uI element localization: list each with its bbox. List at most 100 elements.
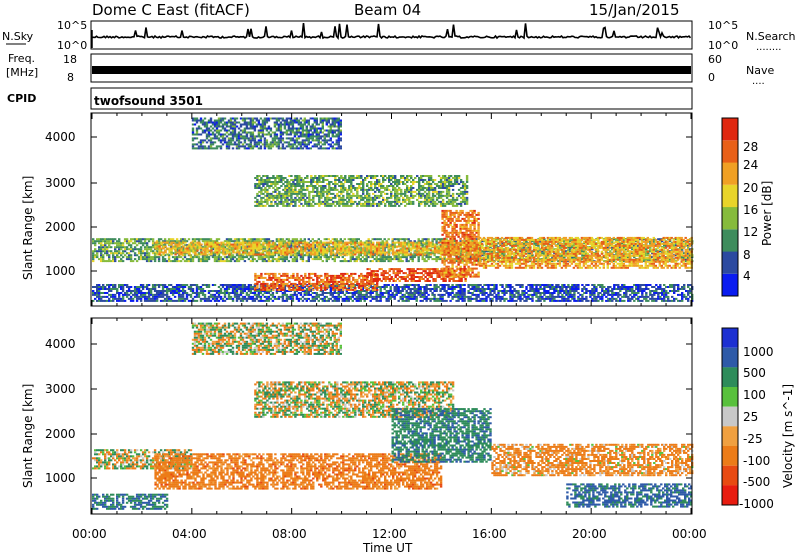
heatmap-cell-band-1 — [435, 284, 438, 286]
heatmap-cell-band-0 — [135, 244, 139, 247]
heatmap-cell-band-1 — [181, 293, 185, 296]
heatmap-cell-band-0 — [309, 240, 312, 243]
heatmap-cell-band-0 — [175, 242, 179, 245]
heatmap-cell-band-0 — [429, 248, 432, 251]
heatmap-cell-band-0 — [145, 254, 149, 257]
heatmap-cell-band-1 — [395, 284, 398, 286]
heatmap-cell-band-0 — [139, 246, 143, 249]
heatmap-cell-band-1 — [104, 286, 107, 288]
heatmap-cell-band-1 — [575, 290, 578, 292]
heatmap-cell-band-2 — [300, 249, 303, 252]
heatmap-cell-band-0 — [265, 240, 269, 243]
heatmap-cell-band-0 — [445, 246, 448, 249]
heatmap-cell-band-1 — [629, 299, 632, 302]
heatmap-cell-band-0 — [359, 240, 362, 243]
heatmap-cell-band-0 — [92, 258, 95, 261]
heatmap-cell-band-0 — [102, 248, 105, 251]
heatmap-cell-band-0 — [123, 246, 127, 249]
heatmap-cell-band-1 — [291, 297, 295, 300]
heatmap-cell-band-0 — [125, 258, 129, 261]
heatmap-cell-band-0 — [159, 238, 163, 241]
heatmap-cell-band-0 — [427, 252, 430, 255]
heatmap-cell-band-1 — [245, 299, 249, 302]
heatmap-cell-band-1 — [653, 293, 656, 296]
heatmap-cell-band-1 — [463, 290, 466, 292]
heatmap-cell-band-2 — [380, 253, 383, 256]
heatmap-cell-band-1 — [343, 293, 346, 296]
heatmap-cell-band-0 — [281, 258, 285, 261]
freq-left-top-tick: 18 — [63, 53, 77, 66]
heatmap-cell-band-2 — [244, 241, 247, 244]
heatmap-cell-band-0 — [120, 258, 123, 261]
heatmap-cell-band-1 — [315, 292, 318, 294]
heatmap-cell-band-0 — [233, 238, 237, 241]
heatmap-cell-band-1 — [601, 288, 604, 290]
heatmap-cell-band-2 — [418, 243, 421, 246]
heatmap-cell-band-0 — [191, 238, 195, 241]
heatmap-cell-band-0 — [199, 258, 203, 261]
heatmap-cell-band-0 — [383, 248, 386, 251]
heatmap-cell-band-1 — [293, 292, 297, 294]
heatmap-cell-band-0 — [163, 240, 167, 243]
heatmap-cell-band-1 — [383, 295, 386, 298]
heatmap-cell-band-0 — [279, 258, 283, 261]
heatmap-cell-band-0 — [459, 252, 462, 255]
heatmap-cell-band-1 — [405, 290, 408, 292]
heatmap-cell-band-0 — [237, 256, 241, 259]
heatmap-cell-band-0 — [127, 240, 131, 243]
heatmap-cell-band-2 — [298, 245, 301, 248]
heatmap-cell-band-0 — [245, 240, 249, 243]
heatmap-cell-band-0 — [129, 250, 133, 253]
heatmap-cell-band-1 — [153, 288, 157, 290]
heatmap-cell-band-0 — [401, 260, 404, 263]
heatmap-cell-band-0 — [251, 258, 255, 261]
heatmap-cell-band-0 — [265, 250, 269, 253]
heatmap-cell-band-0 — [383, 256, 386, 259]
heatmap-cell-band-1 — [299, 297, 303, 300]
heatmap-cell-band-2 — [394, 251, 397, 254]
heatmap-cell-band-0 — [231, 240, 235, 243]
heatmap-cell-band-1 — [599, 292, 602, 294]
heatmap-cell-band-0 — [371, 252, 374, 255]
heatmap-cell-band-0 — [147, 258, 151, 261]
heatmap-cell-band-2 — [194, 245, 197, 248]
heatmap-cell-band-0 — [235, 238, 239, 241]
heatmap-cell-band-0 — [102, 250, 105, 253]
heatmap-cell-band-2 — [362, 249, 365, 252]
heatmap-cell-band-1 — [593, 292, 596, 294]
heatmap-cell-band-1 — [495, 284, 498, 286]
heatmap-cell-band-0 — [104, 252, 107, 255]
heatmap-cell-band-0 — [143, 242, 147, 245]
heatmap-cell-band-0 — [253, 258, 257, 261]
heatmap-cell-band-0 — [143, 256, 147, 259]
heatmap-cell-band-1 — [275, 292, 279, 294]
heatmap-cell-band-1 — [118, 293, 121, 296]
heatmap-cell-band-2 — [162, 253, 165, 256]
heatmap-cell-band-0 — [351, 240, 354, 243]
heatmap-cell-band-0 — [407, 250, 410, 253]
heatmap-cell-band-1 — [581, 293, 584, 296]
heatmap-cell-band-0 — [405, 260, 408, 263]
heatmap-cell-band-0 — [261, 256, 265, 259]
heatmap-cell-band-1 — [141, 284, 145, 286]
heatmap-cell-band-0 — [229, 256, 233, 259]
heatmap-cell-band-0 — [137, 252, 141, 255]
heatmap-cell-band-0 — [307, 250, 310, 253]
heatmap-cell-band-2 — [312, 243, 315, 246]
heatmap-cell-band-0 — [133, 246, 137, 249]
heatmap-cell-band-0 — [243, 238, 247, 241]
heatmap-cell-band-1 — [116, 288, 119, 290]
heatmap-cell-band-0 — [431, 242, 434, 245]
heatmap-cell-band-1 — [511, 297, 514, 300]
heatmap-cell-band-1 — [393, 297, 396, 300]
heatmap-cell-band-1 — [223, 295, 227, 298]
heatmap-cell-band-0 — [281, 260, 285, 263]
heatmap-cell-band-0 — [461, 260, 464, 263]
heatmap-cell-band-0 — [265, 256, 269, 259]
heatmap-cell-band-0 — [263, 240, 267, 243]
heatmap-cell-band-1 — [619, 290, 622, 292]
heatmap-cell-band-0 — [271, 258, 275, 261]
heatmap-cell-band-0 — [277, 260, 281, 263]
heatmap-cell-band-0 — [205, 238, 209, 241]
heatmap-cell-band-0 — [243, 256, 247, 259]
